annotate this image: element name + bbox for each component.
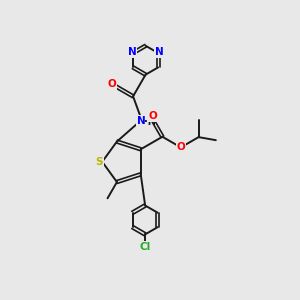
Text: O: O <box>148 112 157 122</box>
Text: N: N <box>155 47 164 57</box>
Text: S: S <box>95 157 103 167</box>
Text: ·H: ·H <box>144 117 156 127</box>
Text: O: O <box>108 79 117 89</box>
Text: N: N <box>137 116 146 126</box>
Text: O: O <box>176 142 185 152</box>
Text: N: N <box>128 47 136 57</box>
Text: Cl: Cl <box>140 242 151 252</box>
